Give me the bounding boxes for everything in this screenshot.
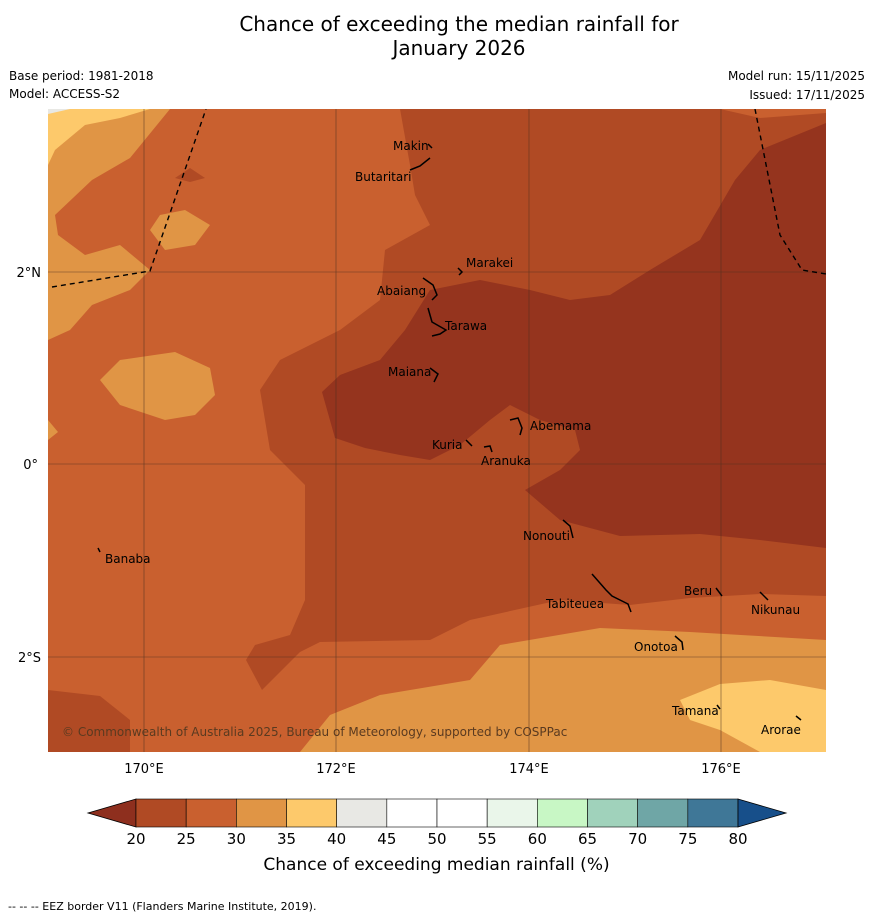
island-outlines (97, 143, 802, 721)
title-line-1: Chance of exceeding the median rainfall … (239, 12, 679, 36)
label-maiana: Maiana (388, 365, 431, 379)
island-abaiang (422, 277, 438, 301)
island-tarawa (427, 307, 448, 337)
zone-30-35-blob-west (100, 352, 215, 420)
island-arorae (795, 715, 802, 721)
label-banaba: Banaba (105, 552, 151, 566)
eez-footnote: -- -- -- EEZ border V11 (Flanders Marine… (8, 900, 317, 913)
title-line-2: January 2026 (392, 36, 526, 60)
lat-label-2n: 2°N (17, 266, 42, 281)
island-marakei (457, 267, 464, 276)
label-beru: Beru (684, 584, 712, 598)
colorbar-under-triangle (86, 798, 137, 828)
colorbar-tick-label: 35 (277, 830, 296, 848)
label-aranuka: Aranuka (481, 454, 531, 468)
issued-date: Issued: 17/11/2025 (749, 88, 865, 102)
island-banaba (97, 547, 101, 553)
colorbar-tick-label: 65 (578, 830, 597, 848)
lat-label-2s: 2°S (18, 651, 41, 666)
label-abaiang: Abaiang (377, 284, 426, 298)
label-onotoa: Onotoa (634, 640, 678, 654)
label-butaritari: Butaritari (355, 170, 412, 184)
copyright-notice: © Commonwealth of Australia 2025, Bureau… (62, 725, 567, 739)
model-run: Model run: 15/11/2025 (727, 69, 865, 83)
colorbar-tick-label: 30 (227, 830, 246, 848)
island-beru (715, 587, 723, 597)
zone-35-40-southeast (680, 680, 826, 752)
zone-20-25-islet (175, 168, 205, 182)
zone-20-25-southwest (48, 690, 130, 752)
island-butaritari (409, 157, 431, 171)
graticule (48, 109, 826, 752)
island-makin (427, 143, 433, 149)
colorbar: 20 25 30 35 40 45 50 55 60 65 70 75 80 (86, 798, 788, 848)
colorbar-tick-label: 25 (177, 830, 196, 848)
colorbar-over-triangle (737, 798, 788, 828)
colorbar-tick-label: 60 (528, 830, 547, 848)
label-tabiteuea: Tabiteuea (545, 597, 604, 611)
colorbar-tick-label: 55 (478, 830, 497, 848)
zone-25-30-northeast (720, 109, 826, 118)
label-kuria: Kuria (432, 438, 463, 452)
lon-label-176: 176°E (701, 762, 741, 777)
colorbar-segment (336, 798, 388, 828)
lon-label-174: 174°E (509, 762, 549, 777)
axis-labels: 170°E 172°E 174°E 176°E 2°N 0° 2°S (17, 266, 741, 777)
lon-label-172: 172°E (316, 762, 356, 777)
eez-border (51, 109, 826, 288)
colorbar-segment (236, 798, 287, 828)
colorbar-segment (286, 798, 337, 828)
colorbar-segment (637, 798, 689, 828)
label-nikunau: Nikunau (751, 603, 800, 617)
colorbar-segment (185, 798, 237, 828)
colorbar-segment (537, 798, 588, 828)
colorbar-segment (436, 798, 488, 828)
colorbar-tick-label: 40 (327, 830, 346, 848)
colorbar-segment (486, 798, 538, 828)
label-tarawa: Tarawa (444, 319, 487, 333)
zone-below-20-core (322, 123, 826, 548)
island-nonouti (562, 519, 574, 539)
island-maiana (429, 367, 439, 383)
colorbar-segment (386, 798, 438, 828)
chart-title: Chance of exceeding the median rainfall … (0, 12, 873, 60)
colorbar-title: Chance of exceeding median rainfall (%) (263, 855, 610, 875)
island-nikunau (759, 591, 769, 601)
zone-35-40-northwest (48, 109, 150, 165)
island-tamana (716, 704, 721, 710)
island-aranuka (483, 445, 493, 453)
label-marakei: Marakei (466, 256, 513, 270)
island-kuria (465, 439, 473, 447)
island-tabiteuea (591, 573, 632, 613)
colorbar-tick-label: 20 (126, 830, 145, 848)
lon-label-170: 170°E (124, 762, 164, 777)
island-abemama (509, 417, 523, 436)
island-labels: Makin Butaritari Marakei Abaiang Tarawa … (105, 139, 801, 737)
zone-30-35-blob-north (150, 210, 210, 250)
zone-40-45-corner (48, 109, 70, 114)
map-area: Makin Butaritari Marakei Abaiang Tarawa … (48, 109, 826, 752)
colorbar-tick-label: 45 (377, 830, 396, 848)
colorbar-segment (135, 798, 187, 828)
base-period: Base period: 1981-2018 (9, 69, 154, 83)
label-arorae: Arorae (761, 723, 801, 737)
colorbar-segment (687, 798, 739, 828)
label-abemama: Abemama (530, 419, 591, 433)
colorbar-segment (587, 798, 638, 828)
colorbar-tick-label: 80 (728, 830, 747, 848)
colorbar-tick-label: 70 (628, 830, 647, 848)
label-nonouti: Nonouti (523, 529, 570, 543)
lat-label-0: 0° (23, 458, 38, 473)
colorbar-tick-label: 50 (427, 830, 446, 848)
label-makin: Makin (393, 139, 429, 153)
island-onotoa (674, 635, 684, 651)
label-tamana: Tamana (671, 704, 719, 718)
model-name: Model: ACCESS-S2 (9, 87, 121, 101)
colorbar-tick-label: 75 (678, 830, 697, 848)
